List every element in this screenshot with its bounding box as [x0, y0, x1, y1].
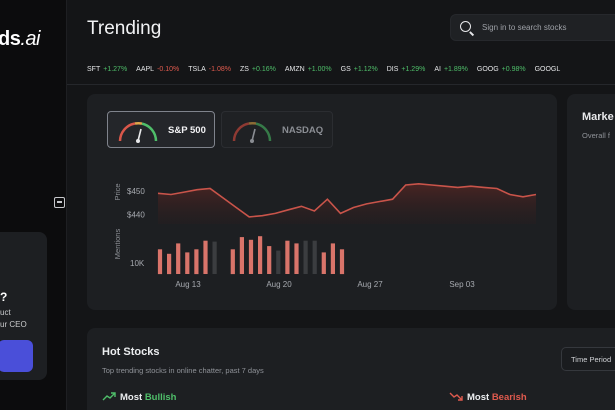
mention-bar [267, 246, 272, 274]
mention-bar [230, 249, 235, 275]
price-tick-label: $440 [127, 211, 145, 220]
ticker-symbol: SFT [87, 66, 101, 73]
trending-down-icon [449, 392, 463, 401]
ticker-change: +1.00% [307, 66, 332, 73]
ticker-item[interactable]: GOOGL [535, 66, 564, 73]
market-chart-card: S&P 500 NASDAQ $450 $440 Price Mentions 10K A… [87, 94, 557, 310]
ticker-item[interactable]: SFT +1.27% [87, 66, 127, 73]
mention-bar [330, 243, 335, 274]
ticker-change: +1.29% [401, 66, 426, 73]
x-tick-label: Sep 03 [449, 280, 475, 289]
divider [67, 84, 615, 85]
ticker-change: +1.12% [353, 66, 378, 73]
mention-bar [194, 249, 199, 275]
x-tick-label: Aug 27 [357, 280, 383, 289]
page-title: Trending [87, 18, 162, 39]
search-icon [460, 21, 471, 32]
ticker-change: +0.16% [251, 66, 276, 73]
mention-bar [212, 241, 217, 274]
expand-icon[interactable] [54, 197, 65, 208]
hot-stocks-card: Hot Stocks Top trending stocks in online… [87, 328, 615, 410]
price-area [158, 183, 536, 224]
gauge-icon [118, 121, 158, 143]
tab-nasdaq[interactable]: NASDAQ [221, 111, 333, 148]
ticker-change: +1.89% [443, 66, 468, 73]
mention-bar [203, 240, 208, 274]
mention-bar [167, 253, 172, 275]
mention-bar [321, 252, 326, 274]
logo[interactable]: ds.ai [0, 28, 40, 50]
hot-stocks-title: Hot Stocks [102, 346, 160, 358]
promo-card: ? uct ur CEO [0, 232, 47, 380]
side-card-subtitle: Overall f [582, 131, 610, 140]
ticker-change: -1.08% [208, 66, 231, 73]
price-tick-label: $450 [127, 187, 145, 196]
ticker-change: +0.98% [501, 66, 526, 73]
mention-bar [339, 249, 345, 275]
ticker-symbol: DIS [386, 66, 399, 73]
ticker-symbol: GOOGL [534, 66, 561, 73]
mention-bar [303, 240, 308, 274]
ticker-symbol: AMZN [284, 66, 305, 73]
search-input[interactable]: Sign in to search stocks [450, 14, 615, 41]
ticker-symbol: GOOG [476, 66, 499, 73]
market-sentiment-card: Marke Overall f [567, 94, 615, 310]
x-tick-label: Aug 13 [175, 280, 201, 289]
mentions-axis-label: Mentions [113, 229, 122, 260]
ticker-change: +1.27% [103, 66, 128, 73]
ticker-symbol: TSLA [188, 66, 206, 73]
ticker-item[interactable]: ZS +0.16% [240, 66, 276, 73]
mention-bar [248, 239, 254, 274]
hot-stocks-subtitle: Top trending stocks in online chatter, p… [102, 366, 264, 375]
mention-bar [285, 240, 290, 274]
ticker-item[interactable]: AI +1.89% [434, 66, 468, 73]
mention-bar [176, 243, 181, 274]
search-placeholder: Sign in to search stocks [482, 23, 567, 32]
time-period-label: Time Period [571, 355, 612, 364]
mention-bar [157, 249, 163, 275]
mention-bar [312, 240, 317, 274]
mention-bar [258, 236, 263, 274]
price-axis-label: Price [113, 183, 122, 200]
most-bearish-heading: Most Bearish [449, 392, 527, 403]
ticker-item[interactable]: AMZN +1.00% [285, 66, 332, 73]
ticker-change: -0.10% [157, 66, 180, 73]
ticker-item[interactable]: GOOG +0.98% [477, 66, 526, 73]
side-card-title: Marke [582, 111, 614, 123]
ticker-symbol: GS [340, 66, 351, 73]
time-period-button[interactable]: Time Period [561, 347, 615, 371]
promo-text-line1: uct [0, 308, 11, 317]
mention-bar [239, 237, 244, 274]
ticker-symbol: AAPL [136, 66, 155, 73]
ticker-symbol: AI [434, 66, 441, 73]
gauge-icon [232, 121, 272, 143]
most-bullish-heading: Most Bullish [102, 392, 176, 403]
tab-sp500[interactable]: S&P 500 [107, 111, 215, 148]
mention-bar [276, 250, 281, 274]
promo-text-line2: ur CEO [0, 320, 27, 329]
tab-nasdaq-label: NASDAQ [282, 125, 324, 136]
x-tick-label: Aug 20 [266, 280, 292, 289]
ticker-strip: SFT +1.27% AAPL -0.10% TSLA -1.08% ZS +0.16% AMZ… [87, 66, 615, 78]
ticker-symbol: ZS [239, 66, 249, 73]
trending-up-icon [102, 392, 116, 401]
price-mentions-chart: $450 $440 Price Mentions 10K Aug 13 Aug 20 Aug … [113, 182, 537, 289]
ticker-item[interactable]: DIS +1.29% [387, 66, 426, 73]
ticker-item[interactable]: AAPL -0.10% [136, 66, 179, 73]
mention-bar [294, 243, 299, 274]
sidebar: ds.ai ? uct ur CEO [0, 0, 67, 410]
promo-button[interactable] [0, 340, 33, 372]
price-line [157, 182, 537, 218]
tab-sp500-label: S&P 500 [168, 125, 206, 136]
mentions-tick-label: 10K [130, 259, 145, 268]
promo-question: ? [0, 290, 8, 304]
mention-bar [185, 252, 190, 274]
ticker-item[interactable]: GS +1.12% [341, 66, 378, 73]
ticker-item[interactable]: TSLA -1.08% [188, 66, 231, 73]
